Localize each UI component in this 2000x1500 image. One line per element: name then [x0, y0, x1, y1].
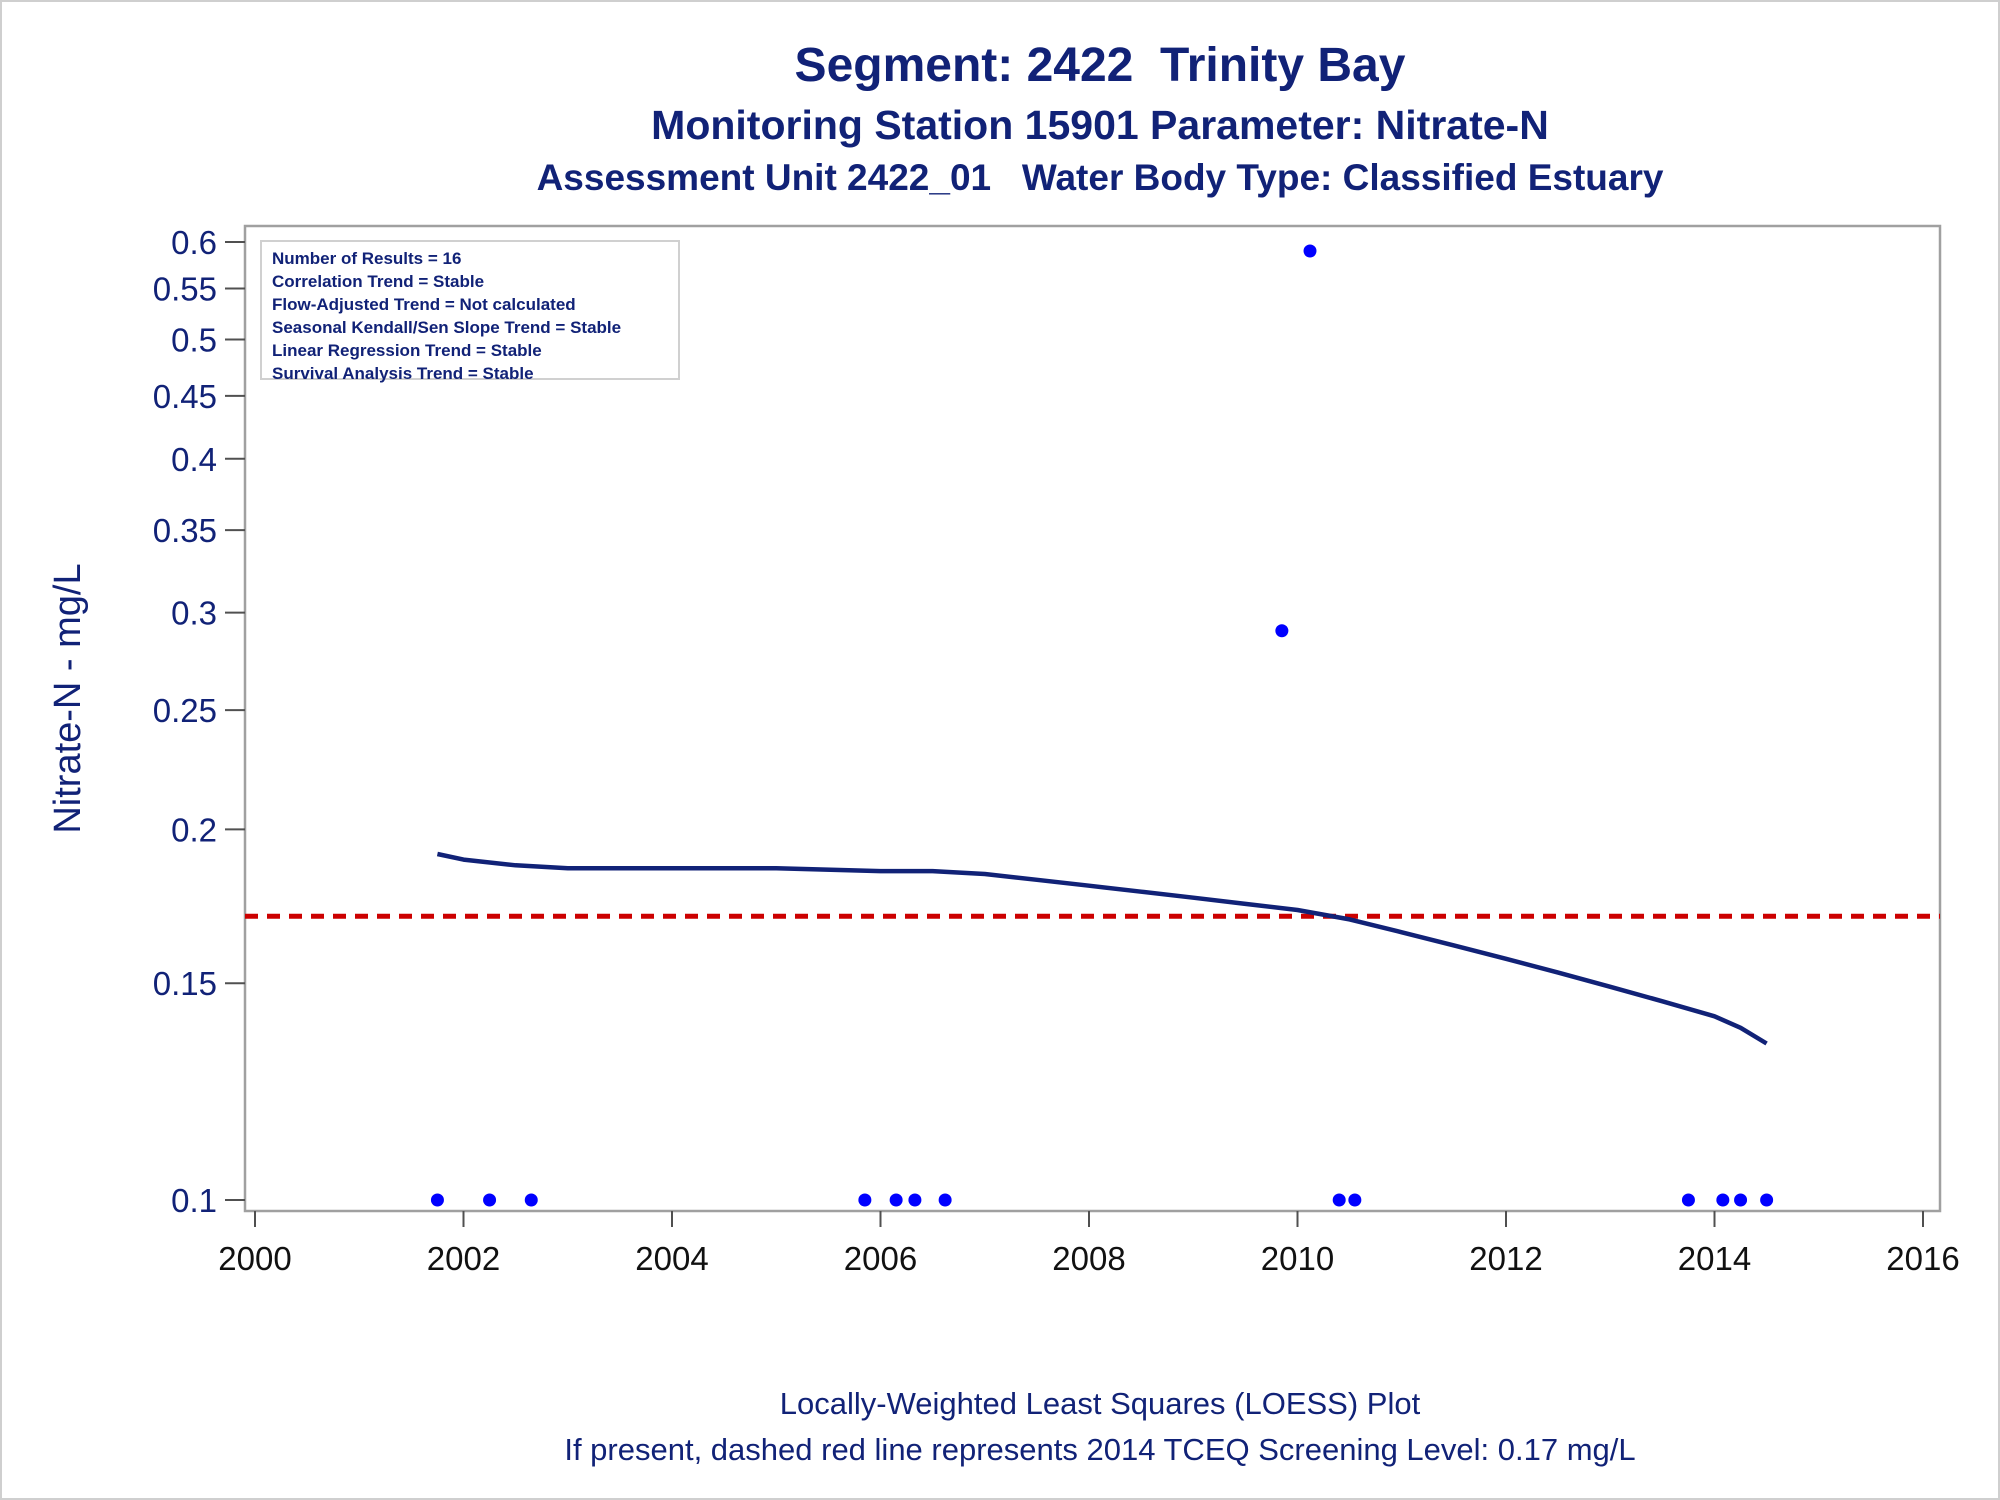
y-tick-label: 0.15: [153, 965, 217, 1002]
x-tick-label: 2016: [1886, 1240, 1959, 1277]
data-point: [1760, 1193, 1774, 1207]
x-tick-label: 2000: [218, 1240, 291, 1277]
y-tick-label: 0.25: [153, 692, 217, 729]
stat-seasonal-kendall-trend: Seasonal Kendall/Sen Slope Trend = Stabl…: [272, 318, 622, 337]
y-tick-label: 0.2: [171, 811, 217, 848]
data-point: [1348, 1193, 1362, 1207]
data-point: [908, 1193, 922, 1207]
data-point: [1734, 1193, 1748, 1207]
chart-title: Segment: 2422 Trinity Bay: [794, 39, 1406, 92]
y-tick-label: 0.4: [171, 441, 217, 478]
y-tick-label: 0.55: [153, 271, 217, 308]
x-tick-label: 2012: [1469, 1240, 1542, 1277]
data-point: [1275, 624, 1289, 638]
data-point: [524, 1193, 538, 1207]
chart-subtitle-station: Monitoring Station 15901 Parameter: Nitr…: [651, 102, 1549, 148]
stat-flow-adjusted-trend: Flow-Adjusted Trend = Not calculated: [272, 295, 576, 314]
loess-curve: [436, 851, 1768, 1046]
stat-survival-analysis-trend: Survival Analysis Trend = Stable: [272, 364, 534, 383]
data-point: [1681, 1193, 1695, 1207]
y-tick-label: 0.6: [171, 224, 217, 261]
x-tick-label: 2002: [427, 1240, 500, 1277]
y-tick-label: 0.35: [153, 512, 217, 549]
footnote-loess: Locally-Weighted Least Squares (LOESS) P…: [779, 1386, 1421, 1421]
y-tick-label: 0.3: [171, 595, 217, 632]
chart-subtitle-assessment: Assessment Unit 2422_01 Water Body Type:…: [536, 157, 1664, 198]
data-point: [1303, 244, 1317, 258]
data-point: [430, 1193, 444, 1207]
stat-correlation-trend: Correlation Trend = Stable: [272, 272, 485, 291]
x-tick-label: 2014: [1678, 1240, 1751, 1277]
x-tick-label: 2006: [844, 1240, 917, 1277]
data-point: [1716, 1193, 1730, 1207]
x-tick-label: 2004: [635, 1240, 708, 1277]
data-point: [483, 1193, 497, 1207]
y-tick-label: 0.5: [171, 321, 217, 358]
footnote-screening-level: If present, dashed red line represents 2…: [564, 1432, 1636, 1467]
x-tick-label: 2008: [1052, 1240, 1125, 1277]
stat-linear-regression-trend: Linear Regression Trend = Stable: [272, 341, 542, 360]
data-point: [858, 1193, 872, 1207]
plot-frame: [243, 224, 1942, 1213]
x-tick-label: 2010: [1261, 1240, 1334, 1277]
y-tick-label: 0.1: [171, 1182, 217, 1219]
data-point: [889, 1193, 903, 1207]
stat-number-of-results: Number of Results = 16: [272, 249, 462, 268]
data-point: [1332, 1193, 1346, 1207]
data-point: [938, 1193, 952, 1207]
y-axis-title: Nitrate-N - mg/L: [47, 563, 89, 833]
y-tick-label: 0.45: [153, 378, 217, 415]
trend-statistics-box: Number of Results = 16 Correlation Trend…: [260, 240, 680, 383]
